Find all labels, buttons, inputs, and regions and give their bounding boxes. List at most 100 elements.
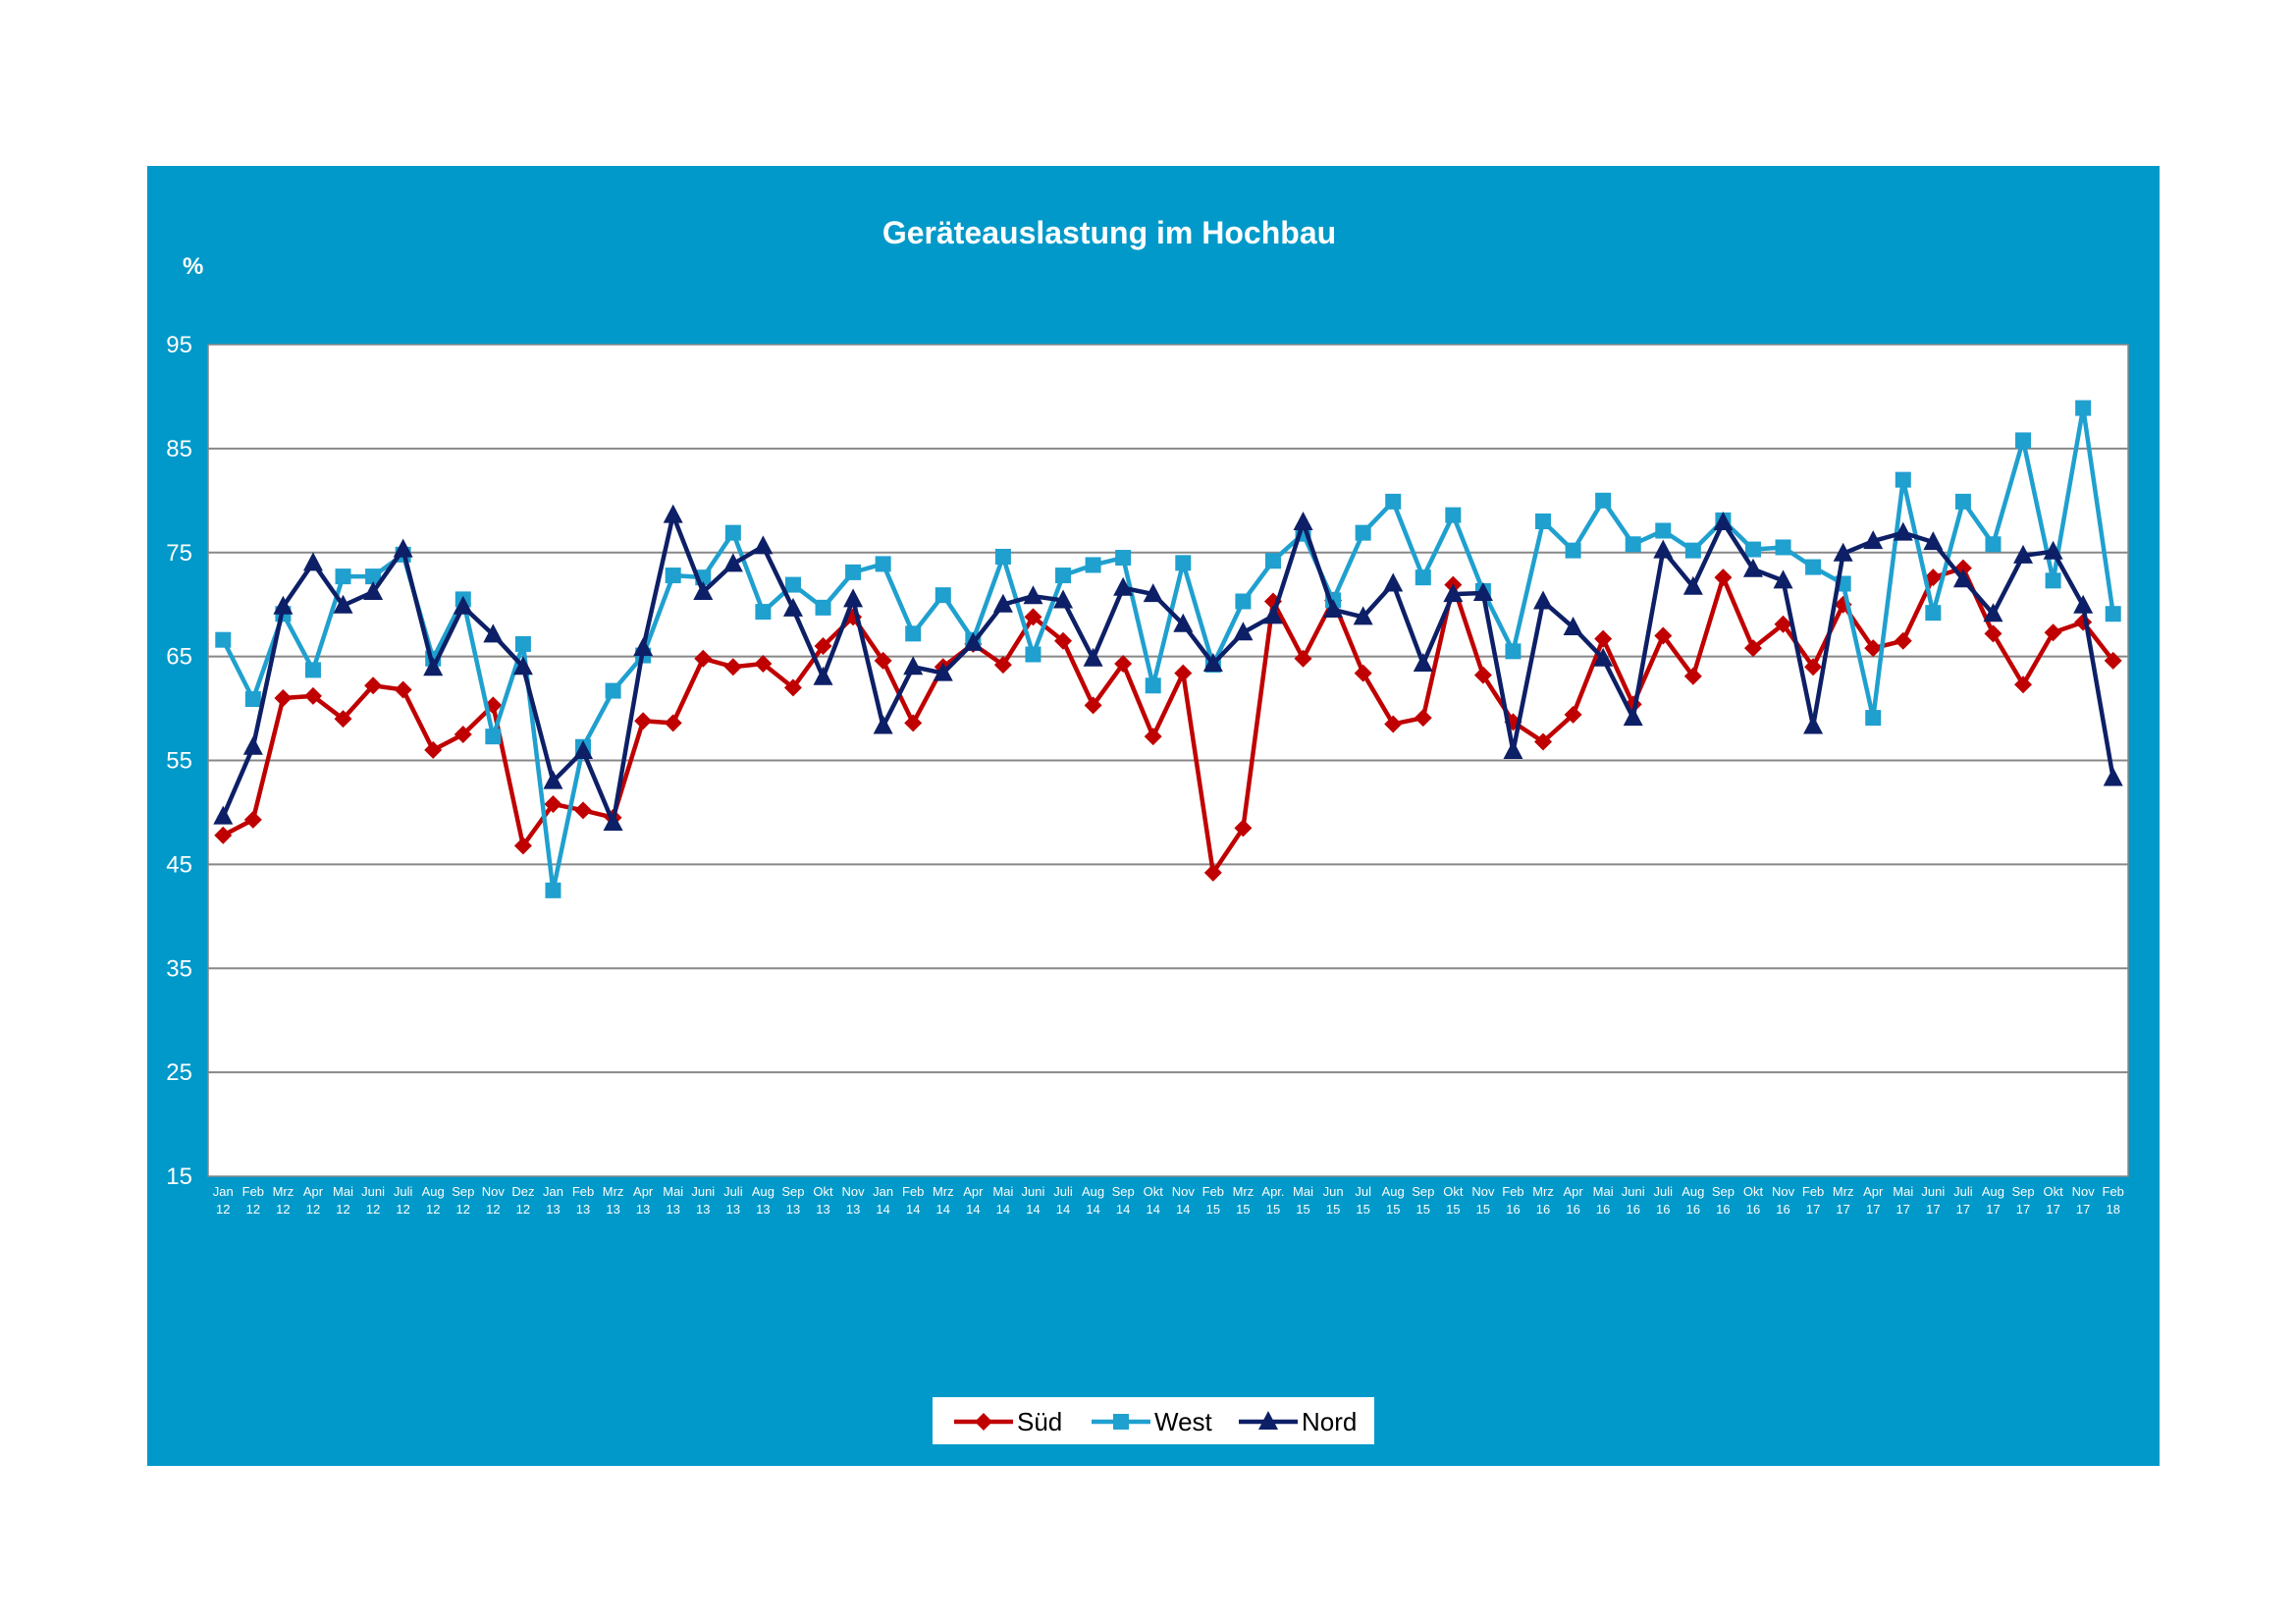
data-point <box>963 631 984 651</box>
data-point <box>874 651 892 670</box>
x-tick-year: 17 <box>1896 1202 1910 1217</box>
data-point <box>1535 513 1552 529</box>
data-point <box>813 666 833 685</box>
legend-marker <box>1113 1414 1129 1430</box>
x-tick-year: 15 <box>1416 1202 1430 1217</box>
data-point <box>363 580 384 600</box>
x-axis-ticks: Jan 12 Feb 12 Mrz 12 Apr 12 Mai 12 Juni 12 Juli 12 Aug… <box>213 1184 2124 1217</box>
y-unit-label: % <box>183 253 203 280</box>
data-point <box>1445 507 1462 523</box>
x-tick-month: Mrz <box>1833 1184 1854 1199</box>
data-point <box>1894 631 1912 650</box>
data-point <box>993 656 1012 675</box>
data-point <box>1233 622 1254 641</box>
x-tick-month: Sep <box>2011 1184 2034 1199</box>
x-tick-year: 16 <box>1746 1202 1760 1217</box>
y-tick-label: 35 <box>166 955 192 982</box>
data-point <box>1774 615 1792 633</box>
data-point <box>1742 558 1763 577</box>
x-tick-year: 14 <box>1176 1202 1190 1217</box>
data-point <box>1925 605 1942 622</box>
x-tick-month: Feb <box>242 1184 264 1199</box>
x-tick-month: Feb <box>902 1184 924 1199</box>
data-point <box>513 837 532 855</box>
data-point <box>1505 643 1522 660</box>
data-point <box>1533 590 1554 610</box>
data-point <box>1682 575 1703 595</box>
data-point <box>574 801 593 820</box>
legend: Süd West Nord <box>933 1397 1374 1444</box>
chart-title: Geräteauslastung im Hochbau <box>882 215 1336 250</box>
data-point <box>545 882 561 898</box>
data-point <box>2105 606 2121 622</box>
legend-marker <box>975 1413 992 1431</box>
data-point <box>1175 555 1192 571</box>
data-point <box>903 656 924 676</box>
data-point <box>334 710 352 729</box>
y-tick-label: 25 <box>166 1059 192 1086</box>
series-triangle <box>213 504 2123 832</box>
data-point <box>1805 559 1822 575</box>
x-tick-year: 12 <box>216 1202 230 1217</box>
data-point <box>1143 583 1163 603</box>
data-point <box>2074 613 2093 631</box>
data-point <box>694 649 713 668</box>
data-point <box>783 678 802 697</box>
data-point <box>1472 582 1493 602</box>
x-tick-year: 12 <box>336 1202 349 1217</box>
data-point <box>215 631 232 648</box>
x-tick-month: Okt <box>1743 1184 1764 1199</box>
legend-label: Nord <box>1302 1407 1357 1436</box>
data-point <box>1593 647 1614 667</box>
data-point <box>2013 544 2034 564</box>
x-tick-month: Feb <box>2103 1184 2124 1199</box>
x-tick-year: 12 <box>456 1202 470 1217</box>
x-tick-year: 14 <box>936 1202 950 1217</box>
x-tick-year: 12 <box>306 1202 320 1217</box>
x-tick-year: 16 <box>1506 1202 1520 1217</box>
data-point <box>784 576 801 593</box>
chart-frame: Geräteauslastung im Hochbau % 95 85 75 65 55… <box>147 166 2160 1466</box>
data-point <box>722 553 743 572</box>
data-point <box>693 580 714 600</box>
data-point <box>875 556 891 572</box>
data-point <box>633 637 654 657</box>
data-point <box>1833 542 1853 562</box>
data-point <box>2014 676 2033 694</box>
x-tick-year: 12 <box>276 1202 290 1217</box>
data-point <box>1025 646 1041 663</box>
x-tick-year: 13 <box>726 1202 740 1217</box>
x-tick-year: 16 <box>1776 1202 1789 1217</box>
series-line <box>221 513 2115 826</box>
x-tick-year: 17 <box>2046 1202 2059 1217</box>
x-tick-year: 12 <box>396 1202 409 1217</box>
data-point <box>1743 639 1762 658</box>
data-point <box>1264 553 1281 569</box>
x-tick-year: 14 <box>1026 1202 1040 1217</box>
data-point <box>1625 536 1641 553</box>
x-tick-year: 16 <box>1596 1202 1610 1217</box>
data-point <box>1144 728 1162 746</box>
x-tick-month: Feb <box>572 1184 594 1199</box>
data-point <box>1984 624 2002 643</box>
x-tick-year: 14 <box>876 1202 889 1217</box>
data-point <box>664 714 682 732</box>
data-point <box>214 826 233 844</box>
data-point <box>274 688 293 707</box>
y-tick-label: 95 <box>166 332 192 358</box>
x-tick-year: 14 <box>966 1202 980 1217</box>
data-point <box>1414 709 1432 728</box>
line-chart: Geräteauslastung im Hochbau % 95 85 75 65 55… <box>166 215 2129 1444</box>
series-line <box>221 406 2115 893</box>
data-point <box>992 593 1013 613</box>
data-point <box>1684 542 1701 559</box>
x-tick-year: 13 <box>786 1202 800 1217</box>
data-point <box>1054 631 1073 650</box>
x-tick-year: 15 <box>1206 1202 1220 1217</box>
y-tick-label: 45 <box>166 851 192 878</box>
data-point <box>1864 639 1883 658</box>
data-point <box>1594 629 1613 648</box>
x-tick-month: Apr. <box>1261 1184 1284 1199</box>
data-point <box>1714 568 1733 587</box>
x-tick-year: 14 <box>906 1202 920 1217</box>
